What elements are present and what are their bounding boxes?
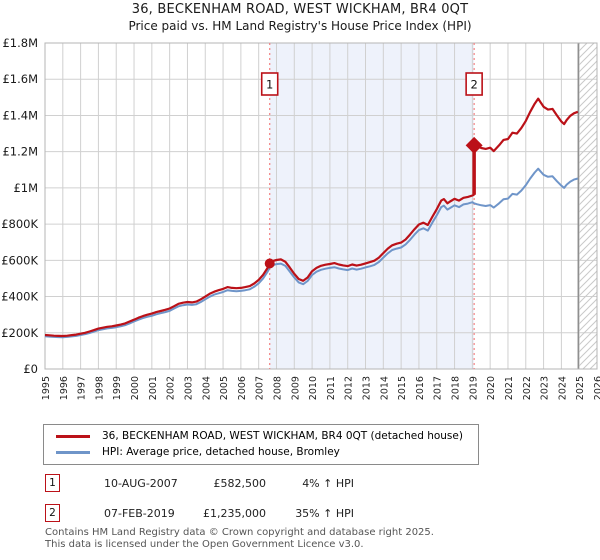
license-footer: Contains HM Land Registry data © Crown c… (45, 527, 434, 550)
y-tick-label: £800K (1, 217, 38, 231)
x-tick-label: 2020 (486, 376, 497, 400)
x-tick-label: 2004 (201, 376, 212, 400)
page-title: 36, BECKENHAM ROAD, WEST WICKHAM, BR4 0Q… (131, 2, 469, 17)
x-tick-label: 2008 (272, 376, 283, 400)
x-tick-label: 2011 (326, 376, 337, 400)
sale-label-box-2 (465, 72, 483, 96)
x-tick-label: 1996 (59, 376, 70, 400)
x-tick-label: 2018 (451, 376, 462, 400)
legend-hpi-label: HPI: Average price, detached house, Brom… (102, 446, 340, 458)
footer-line-1: Contains HM Land Registry data © Crown c… (45, 527, 434, 538)
plot-border (44, 42, 598, 370)
sale-1-date: 10-AUG-2007 (104, 476, 178, 490)
x-tick-label: 2024 (557, 376, 568, 400)
x-tick-label: 2021 (504, 376, 515, 400)
sale-2-hpi-delta: 35% ↑ HPI (295, 506, 354, 520)
x-tick-label: 2001 (148, 376, 159, 400)
x-tick-label: 2022 (522, 376, 533, 400)
x-tick-label: 2025 (575, 376, 586, 400)
sale-annotation-1: 1 10-AUG-2007 £582,500 4% ↑ HPI (45, 474, 354, 492)
y-tick-label: £1.2M (2, 145, 38, 159)
legend-property-label: 36, BECKENHAM ROAD, WEST WICKHAM, BR4 0Q… (102, 430, 463, 442)
y-tick-label: £0 (23, 362, 38, 376)
y-tick-label: £1.6M (2, 72, 38, 86)
legend-entry-property: 36, BECKENHAM ROAD, WEST WICKHAM, BR4 0Q… (44, 428, 478, 444)
y-tick-label: £1.8M (2, 36, 38, 50)
x-tick-label: 1999 (112, 376, 123, 400)
sale-2-price: £1,235,000 (203, 506, 266, 520)
x-tick-label: 2026 (593, 376, 600, 400)
x-tick-label: 1995 (41, 376, 52, 400)
sale-label-number-1: 1 (266, 78, 273, 92)
between-sales-shaded-region (269, 43, 475, 369)
y-tick-label: £1.4M (2, 108, 38, 122)
x-tick-label: 2009 (290, 376, 301, 400)
x-tick-label: 2016 (415, 376, 426, 400)
sale-label-box-1 (260, 72, 279, 96)
chart-legend: 36, BECKENHAM ROAD, WEST WICKHAM, BR4 0Q… (43, 424, 479, 465)
sale-annotation-2: 2 07-FEB-2019 £1,235,000 35% ↑ HPI (45, 504, 354, 522)
x-tick-label: 2014 (379, 376, 390, 400)
x-tick-label: 1997 (77, 376, 88, 400)
x-tick-label: 2017 (433, 376, 444, 400)
sale-1-price: £582,500 (213, 476, 267, 490)
x-tick-label: 2002 (166, 376, 177, 400)
x-tick-label: 2013 (362, 376, 373, 400)
x-tick-label: 2006 (237, 376, 248, 400)
property-price-line (44, 97, 579, 338)
sale-2-number-badge: 2 (45, 504, 60, 522)
x-tick-label: 2019 (468, 376, 479, 400)
price-chart: 1 2 £0 £200K £400K £600K £800K £1M £1.2M £1.4M £1.… (1, 36, 600, 400)
sale-marker-1 (264, 258, 275, 269)
sale-1-number-badge: 1 (45, 474, 60, 492)
hpi-line-swatch (56, 450, 90, 454)
y-tick-label: £1M (13, 181, 38, 195)
x-tick-label: 1998 (94, 376, 105, 400)
x-tick-label: 2003 (183, 376, 194, 400)
y-tick-label: £400K (1, 290, 38, 304)
page-subtitle: Price paid vs. HM Land Registry's House … (128, 19, 472, 33)
sale-2-date: 07-FEB-2019 (104, 506, 175, 520)
x-tick-label: 2005 (219, 376, 230, 400)
y-tick-label: £600K (1, 253, 38, 267)
x-tick-label: 2023 (540, 376, 551, 400)
property-line-swatch (56, 434, 90, 438)
future-hatch-region (578, 43, 597, 369)
x-tick-label: 2010 (308, 376, 319, 400)
sale-1-hpi-delta: 4% ↑ HPI (302, 476, 354, 490)
y-tick-label: £200K (1, 326, 38, 340)
x-tick-label: 2000 (130, 376, 141, 400)
x-tick-label: 2012 (344, 376, 355, 400)
hpi-line (44, 167, 579, 339)
x-tick-label: 2015 (397, 376, 408, 400)
footer-line-2: This data is licensed under the Open Gov… (45, 538, 364, 550)
legend-entry-hpi: HPI: Average price, detached house, Brom… (44, 444, 478, 460)
x-tick-label: 2007 (255, 376, 266, 400)
sale-label-number-2: 2 (470, 78, 477, 92)
